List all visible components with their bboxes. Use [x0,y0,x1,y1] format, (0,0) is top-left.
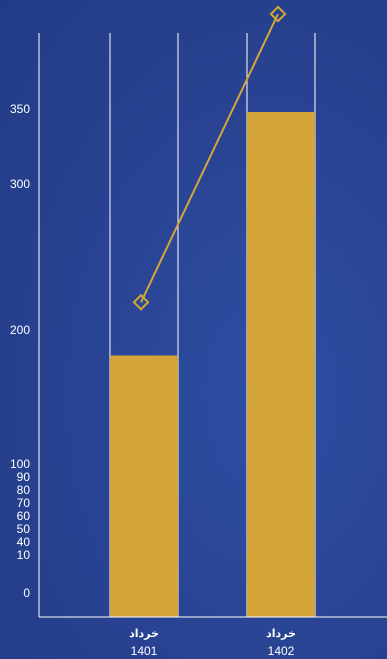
y-tick-label-80: 80 [17,483,31,497]
y-tick-label-50: 50 [17,522,31,536]
line-point-1 [269,5,287,23]
bars [110,112,315,617]
y-tick-label-350: 350 [10,102,30,116]
x-tick-label-0: خرداد [129,627,159,640]
x-tick-sublabel-1: 1402 [268,644,295,658]
x-tick-sublabel-0: 1401 [131,644,158,658]
line-path [140,13,279,303]
y-tick-label-10: 10 [17,548,31,562]
bar-1 [247,112,315,617]
y-tick-label-0: 0 [23,586,30,600]
y-tick-label-60: 60 [17,509,31,523]
bar-0 [110,355,178,617]
line-series [132,5,287,311]
y-tick-label-70: 70 [17,496,31,510]
y-tick-label-200: 200 [10,323,30,337]
y-tick-label-100: 100 [10,457,30,471]
axes [38,33,387,618]
y-tick-label-90: 90 [17,470,31,484]
x-tick-label-1: خرداد [266,627,296,640]
y-tick-label-300: 300 [10,177,30,191]
line-point-0 [132,293,150,311]
y-tick-label-40: 40 [17,535,31,549]
